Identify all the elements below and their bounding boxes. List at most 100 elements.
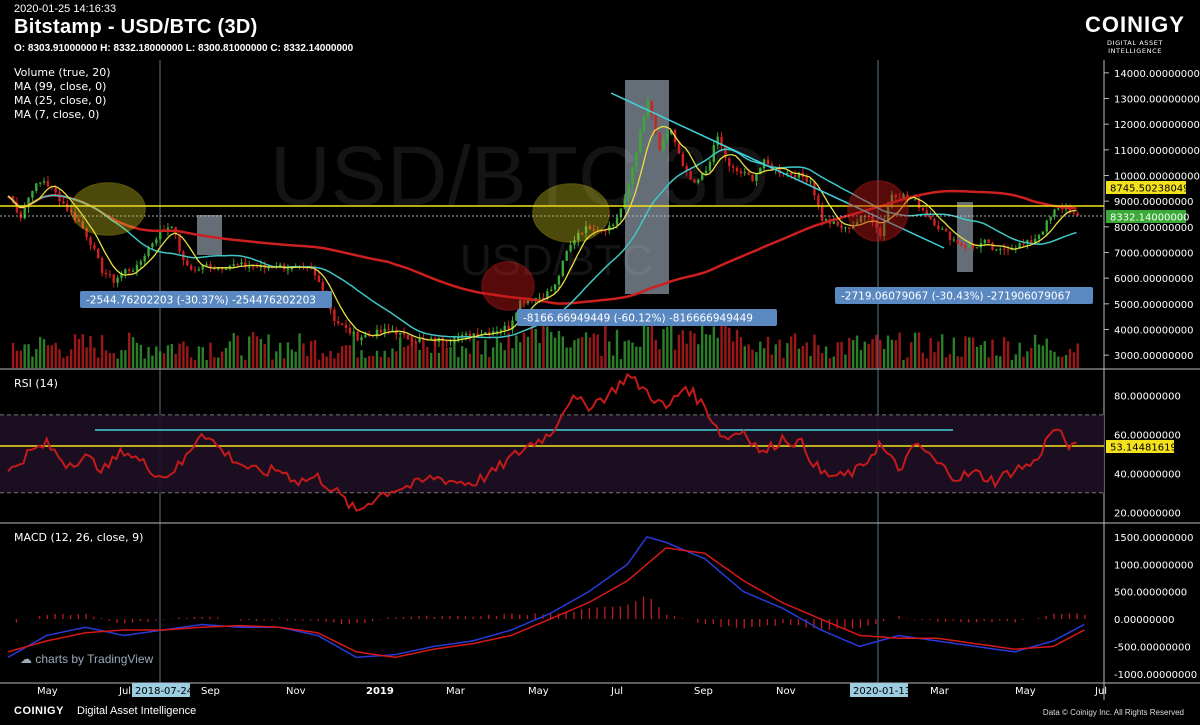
volume-bar: [418, 349, 421, 368]
candle-body: [809, 181, 812, 183]
volume-bar: [917, 332, 921, 368]
volume-bar: [73, 334, 77, 368]
coinigy-logo: COINIGY DIGITAL ASSET INTELLIGENCE: [1080, 12, 1190, 55]
candle-body: [577, 232, 580, 241]
tradingview-credit[interactable]: ☁ charts by TradingView: [20, 652, 153, 666]
macd-hist-bar: [526, 614, 529, 620]
volume-bar: [112, 353, 115, 368]
macd-hist-bar: [302, 619, 304, 621]
indicator-ma25[interactable]: MA (25, close, 0): [14, 94, 107, 107]
candle-body: [824, 219, 828, 221]
candle-body: [418, 338, 421, 342]
macd-hist-bar: [975, 619, 978, 623]
volume-bar: [1026, 351, 1029, 368]
macd-hist-bar: [844, 619, 846, 630]
macd-tick-label: 1500.00000000: [1114, 533, 1194, 544]
macd-hist-bar: [395, 617, 397, 620]
indicator-macd[interactable]: MACD (12, 26, close, 9): [14, 531, 144, 544]
macd-hist-bar: [921, 619, 923, 620]
volume-bar: [546, 326, 549, 368]
candle-body: [81, 221, 84, 229]
indicator-rsi[interactable]: RSI (14): [14, 377, 58, 390]
logo-name: COINIGY: [1085, 12, 1185, 37]
macd-hist-bar: [108, 619, 110, 621]
macd-tick-label: -500.00000000: [1114, 642, 1191, 653]
macd-hist-bar: [333, 619, 335, 623]
volume-bar: [147, 347, 150, 368]
volume-bar: [1072, 352, 1076, 368]
rsi-value-tag-bg: [1106, 440, 1174, 453]
price-tick-label: 9000.00000000: [1114, 197, 1194, 208]
candle-body: [224, 269, 228, 271]
volume-bar: [54, 342, 57, 368]
volume-bar: [519, 342, 522, 368]
volume-bar: [906, 357, 909, 368]
candle-body: [209, 264, 212, 269]
macd-hist-bar: [875, 619, 877, 625]
candle-body: [805, 177, 808, 182]
indicator-volume[interactable]: Volume (true, 20): [14, 66, 111, 79]
candle-body: [1076, 212, 1079, 216]
volume-bar: [979, 345, 983, 368]
candle-body: [662, 139, 665, 151]
volume-bar: [762, 348, 766, 368]
volume-bar: [689, 330, 692, 368]
candle-body: [646, 101, 650, 117]
red-circle-2: [847, 180, 909, 242]
candle-body: [615, 217, 619, 225]
volume-bar: [755, 352, 758, 368]
candle-body: [623, 198, 626, 209]
macd-tick-label: 0.00000000: [1114, 615, 1174, 626]
volume-bar: [476, 340, 479, 368]
macd-hist-bar: [821, 619, 823, 630]
candle-body: [178, 234, 181, 252]
last-price-tag: 8332.14000000: [1110, 213, 1190, 224]
date-tag-bg-1: [850, 683, 908, 697]
footer-tagline: Digital Asset Intelligence: [77, 705, 197, 717]
macd-hist-bar: [983, 619, 985, 621]
macd-hist-bar: [952, 619, 954, 621]
candle-body: [894, 194, 897, 198]
macd-histogram: [15, 596, 1086, 630]
price-tick-label: 3000.00000000: [1114, 351, 1194, 362]
candle-body: [592, 229, 595, 231]
candle-body: [495, 331, 499, 333]
candle-body: [766, 159, 770, 165]
time-tick-label: Mar: [446, 686, 466, 697]
volume-bar: [379, 356, 383, 368]
volume-bar: [801, 345, 805, 368]
rsi-tick-label: 40.00000000: [1114, 469, 1181, 480]
candle-body: [600, 230, 603, 232]
time-tick-label: Jul: [118, 686, 131, 697]
indicator-ma99[interactable]: MA (99, close, 0): [14, 80, 107, 93]
macd-hist-bar: [999, 619, 1001, 621]
macd-hist-bar: [960, 619, 962, 623]
volume-bar: [588, 337, 592, 368]
volume-bar: [69, 349, 73, 368]
candle-body: [457, 337, 460, 342]
candle-body: [54, 187, 57, 193]
candle-body: [639, 131, 642, 153]
volume-bar: [894, 340, 897, 368]
candle-body: [913, 198, 917, 200]
candle-body: [584, 226, 588, 233]
volume-bars: [11, 313, 1079, 368]
volume-bar: [360, 350, 363, 368]
macd-hist-bar: [340, 619, 343, 625]
candle-body: [689, 171, 692, 180]
candle-body: [906, 194, 909, 199]
volume-bar: [712, 326, 715, 368]
volume-bar: [189, 357, 193, 368]
volume-bar: [743, 346, 746, 368]
macd-hist-bar: [449, 615, 451, 620]
volume-bar: [155, 346, 158, 368]
macd-hist-bar: [898, 615, 900, 620]
volume-bar: [139, 344, 143, 368]
indicator-ma7[interactable]: MA (7, close, 0): [14, 108, 100, 121]
volume-bar: [224, 347, 228, 368]
candle-body: [38, 182, 42, 184]
candle-body: [213, 268, 216, 270]
macd-hist-bar: [325, 619, 327, 622]
volume-bar: [433, 338, 437, 368]
